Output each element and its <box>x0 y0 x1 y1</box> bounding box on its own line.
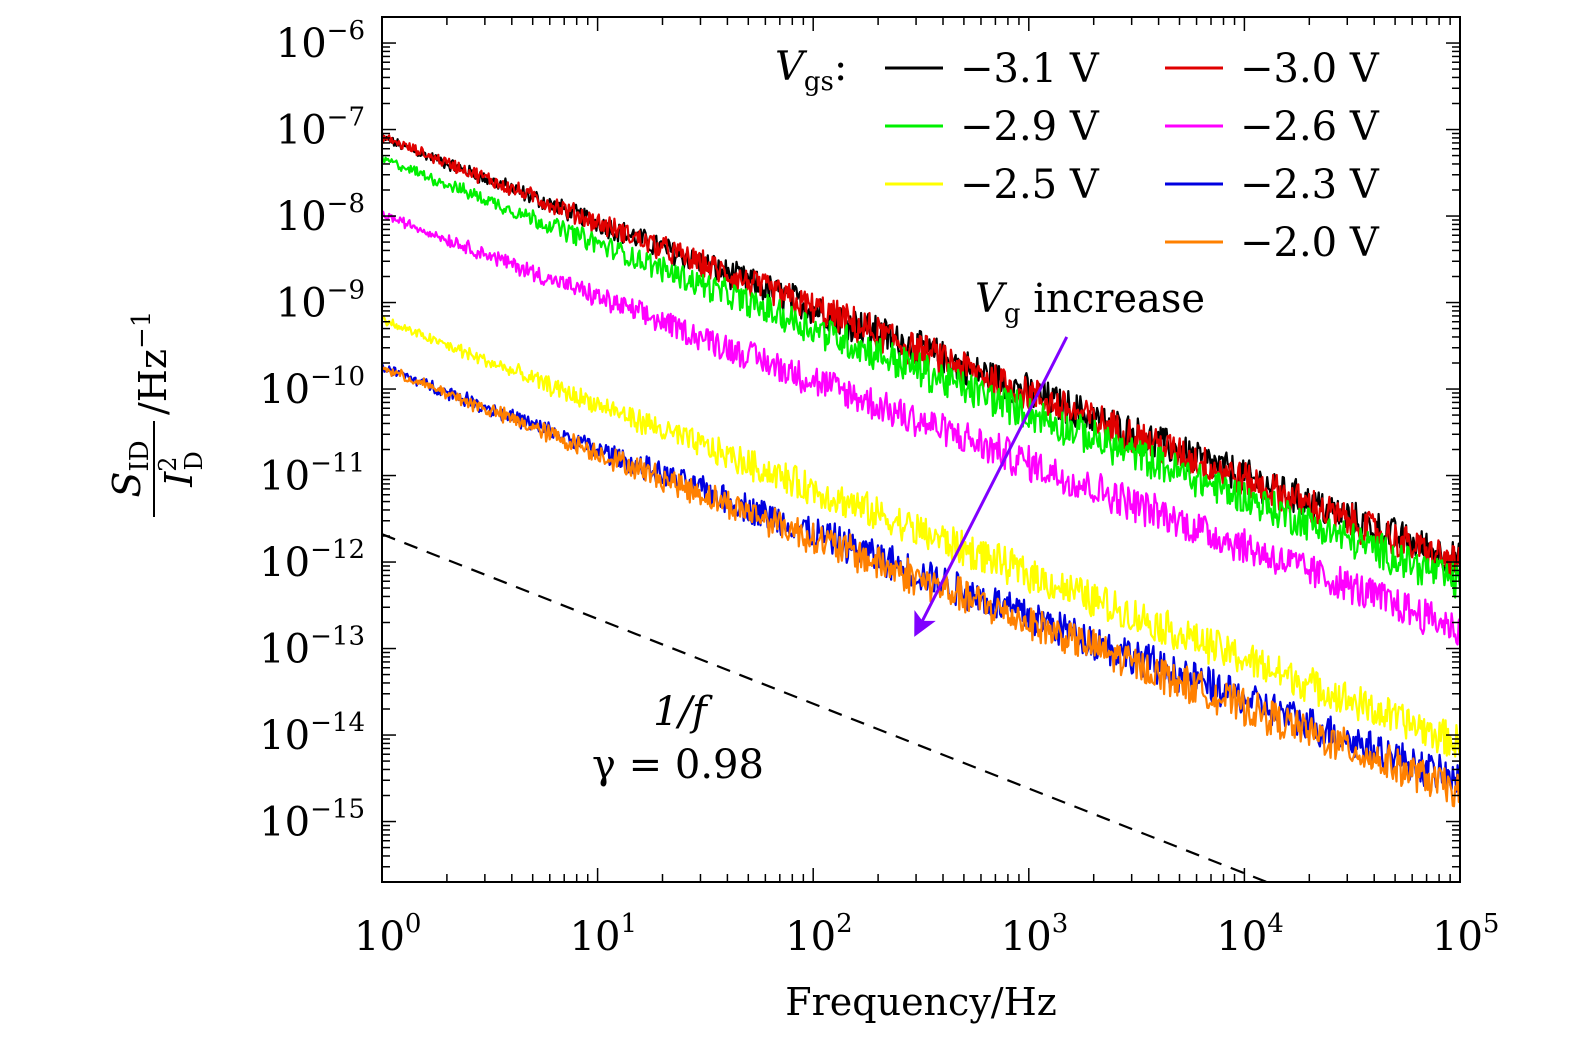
y-tick-label: 10−13 <box>259 622 365 673</box>
series-line <box>382 366 1460 808</box>
series-line <box>382 316 1460 758</box>
one-over-f-reference-line <box>382 533 1270 882</box>
x-axis-title: Frequency/Hz <box>785 980 1057 1024</box>
legend-label: −2.5 V <box>960 162 1100 208</box>
y-tick-label: 10−6 <box>276 16 365 67</box>
x-tick-labels: 100 101 102 103 104 105 <box>354 909 1499 960</box>
y-tick-label: 10−9 <box>276 276 365 327</box>
legend-label: −2.3 V <box>1240 162 1380 208</box>
series-line <box>382 154 1460 599</box>
x-tick-label: 103 <box>1001 909 1068 960</box>
y-tick-label: 10−12 <box>259 535 365 586</box>
gamma-label: γ = 0.98 <box>592 742 764 788</box>
y-title-unit-exp: −1 <box>127 311 157 349</box>
legend: Vgs: −3.1 V −3.0 V −2.9 V −2.6 V −2.5 V −2.3 … <box>775 44 1380 266</box>
vg-increase-annotation: Vg increase <box>914 276 1205 637</box>
legend-label: −3.0 V <box>1240 46 1380 92</box>
legend-entries: −3.1 V −3.0 V −2.9 V −2.6 V −2.5 V −2.3 V −2.0… <box>885 46 1380 266</box>
vg-increase-arrow <box>914 336 1069 637</box>
y-tick-label: 10−10 <box>259 362 365 413</box>
y-tick-label: 10−8 <box>276 189 365 240</box>
x-tick-label: 104 <box>1216 909 1283 960</box>
y-tick-labels: 10−6 10−7 10−8 10−9 10−10 10−11 10−12 10−13 10−1… <box>259 16 365 846</box>
series-layer <box>382 132 1460 808</box>
legend-title: Vgs: <box>775 44 847 97</box>
y-tick-label: 10−14 <box>259 708 365 759</box>
x-tick-label: 100 <box>354 909 421 960</box>
reference-line-layer <box>382 533 1270 882</box>
x-tick-label: 101 <box>570 909 637 960</box>
y-title-denominator-main: I <box>157 471 201 488</box>
legend-label: −2.6 V <box>1240 104 1380 150</box>
legend-label: −3.1 V <box>960 46 1100 92</box>
y-tick-label: 10−7 <box>276 103 365 154</box>
x-tick-label: 102 <box>785 909 852 960</box>
x-tick-label: 105 <box>1432 909 1499 960</box>
y-title-unit: /Hz <box>131 349 175 415</box>
legend-label: −2.9 V <box>960 104 1100 150</box>
y-tick-label: 10−11 <box>259 449 365 500</box>
legend-label: −2.0 V <box>1240 220 1380 266</box>
tick-layer <box>381 16 1461 883</box>
y-title-numerator-main: S <box>105 472 149 498</box>
y-tick-label: 10−15 <box>259 795 365 846</box>
series-line <box>382 210 1460 646</box>
y-title-denominator-sup: 2 <box>154 456 182 471</box>
series-line <box>382 132 1460 579</box>
one-over-f-label: 1/f <box>653 689 713 735</box>
svg-text:SID: SID <box>105 440 155 497</box>
vg-increase-label: Vg increase <box>975 276 1205 329</box>
y-title-denominator-sub: D <box>180 451 208 470</box>
y-axis-title: SID I2D /Hz−1 <box>105 311 208 517</box>
svg-text:I2D: I2D <box>154 451 208 488</box>
y-title-numerator-sub: ID <box>125 440 155 471</box>
svg-text:/Hz−1: /Hz−1 <box>127 311 175 415</box>
